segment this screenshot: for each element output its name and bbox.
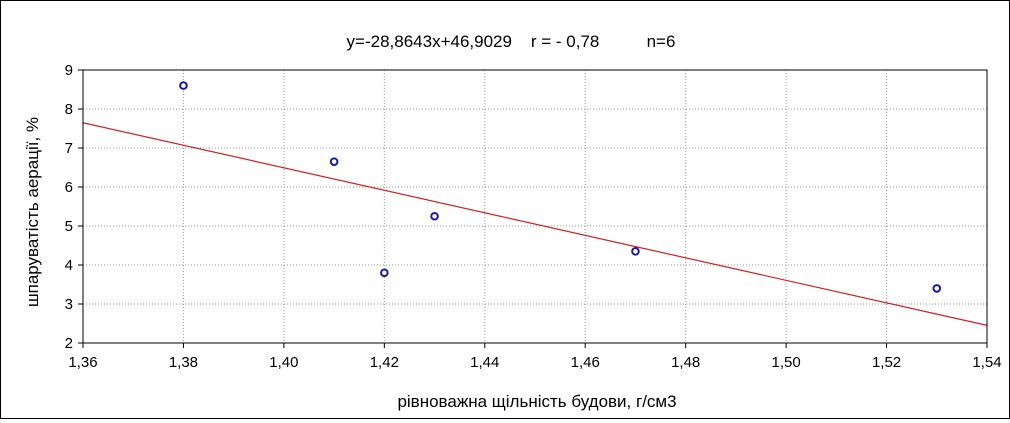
x-tick-labels: 1,36 1,38 1,40 1,42 1,44 1,46 1,48 1,50 1,52 1,54 bbox=[68, 354, 1001, 371]
y-axis-label: шпаруватість аерації, % bbox=[23, 117, 42, 307]
y-tick-label: 8 bbox=[65, 101, 73, 118]
data-point bbox=[179, 81, 188, 90]
grid bbox=[83, 70, 987, 343]
plot-border bbox=[82, 69, 988, 344]
y-tick-label: 5 bbox=[65, 218, 73, 235]
chart-title: y=-28,8643x+46,9029 r = - 0,78 n=6 bbox=[347, 32, 676, 51]
y-tick-labels: 2 3 4 5 6 7 8 9 bbox=[65, 62, 73, 352]
data-point bbox=[430, 211, 439, 221]
x-axis-label: рівноважна щільність будови, г/см3 bbox=[397, 392, 676, 411]
x-tick-label: 1,44 bbox=[470, 354, 499, 371]
x-tick-label: 1,40 bbox=[269, 354, 298, 371]
data-point bbox=[380, 268, 389, 278]
x-tick-label: 1,36 bbox=[68, 354, 97, 371]
plot-area bbox=[83, 70, 987, 343]
x-tick-label: 1,54 bbox=[972, 354, 1001, 371]
y-tick-label: 2 bbox=[65, 335, 73, 352]
y-tick-label: 3 bbox=[65, 296, 73, 313]
x-tick-label: 1,50 bbox=[772, 354, 801, 371]
y-tick-label: 6 bbox=[65, 179, 73, 196]
x-tick-label: 1,48 bbox=[671, 354, 700, 371]
y-tick-label: 9 bbox=[65, 62, 73, 79]
x-tick-label: 1,52 bbox=[872, 354, 901, 371]
trendline-group bbox=[82, 122, 988, 326]
data-point bbox=[932, 284, 942, 293]
y-tick-label: 4 bbox=[65, 257, 73, 274]
data-point bbox=[329, 157, 339, 166]
x-tick-label: 1,38 bbox=[169, 354, 198, 371]
trendline bbox=[82, 122, 988, 326]
y-tick-label: 7 bbox=[65, 140, 73, 157]
data-points bbox=[179, 81, 942, 293]
x-tick-label: 1,42 bbox=[370, 354, 399, 371]
axes bbox=[78, 69, 988, 348]
x-tick-label: 1,46 bbox=[571, 354, 600, 371]
data-point bbox=[631, 247, 640, 256]
